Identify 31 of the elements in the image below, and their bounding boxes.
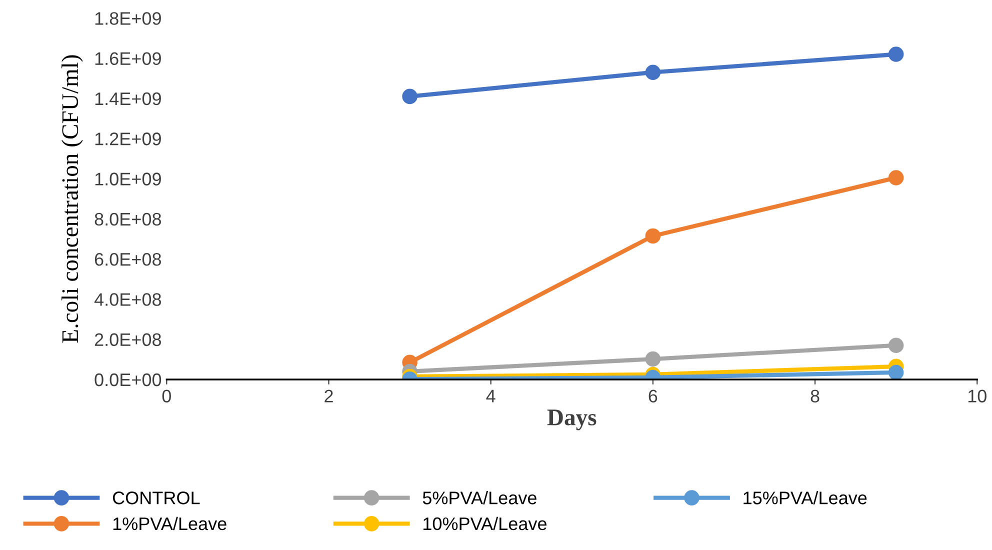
- point: [888, 46, 904, 62]
- x-tick-label: 6: [648, 390, 658, 402]
- y-axis-title: E.coli concentration (CFU/ml): [62, 55, 83, 343]
- y-tick-label: 1.2E+09: [95, 132, 161, 146]
- x-tick-label: 0: [162, 390, 171, 402]
- point: [888, 338, 904, 354]
- x-axis-title: Days: [547, 410, 596, 430]
- y-tick-label: 2.0E+08: [94, 333, 162, 346]
- legend-label: 1%PVA/Leave: [113, 516, 226, 530]
- y-tick-label: 1.4E+09: [95, 92, 161, 106]
- legend-label: 5%PVA/Leave: [422, 491, 536, 504]
- point: [645, 228, 661, 244]
- y-tick-label: 8.0E+08: [94, 212, 162, 226]
- x-tick-label: 10: [968, 390, 986, 402]
- legend-label: 10%PVA/Leave: [424, 516, 546, 530]
- x-tick-label: 2: [324, 390, 333, 402]
- y-tick-label: 1.6E+09: [95, 52, 161, 66]
- y-tick-label: 1.0E+09: [95, 172, 161, 186]
- point: [402, 88, 418, 104]
- point: [888, 170, 904, 186]
- point: [645, 351, 661, 367]
- y-tick-label: 0.0E+00: [94, 373, 162, 386]
- y-tick-label: 6.0E+08: [94, 252, 162, 266]
- y-tick-label: 4.0E+08: [94, 293, 162, 306]
- legend-label: 15%PVA/Leave: [744, 491, 867, 504]
- y-tick-label: 1.8E+09: [95, 12, 161, 25]
- point: [645, 64, 661, 80]
- x-tick-label: 4: [486, 390, 496, 402]
- point: [888, 364, 904, 380]
- legend-label: CONTROL: [112, 492, 200, 504]
- x-tick-label: 8: [810, 390, 820, 402]
